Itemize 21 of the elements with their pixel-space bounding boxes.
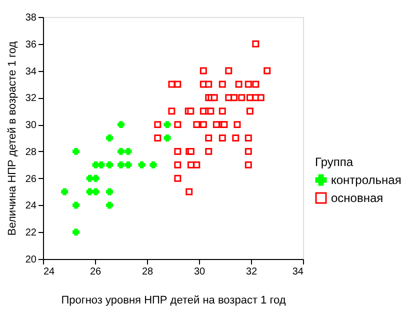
- x-tick-label: 32: [246, 266, 258, 278]
- y-tick-label: 30: [25, 120, 37, 132]
- legend-label: основная: [331, 191, 384, 205]
- x-axis-title: Прогноз уровня НПР детей на возраст 1 год: [61, 294, 286, 306]
- legend-label: контрольная: [331, 173, 402, 187]
- x-tick-label: 34: [292, 266, 304, 278]
- y-tick-label: 32: [25, 93, 37, 104]
- y-tick-label: 34: [25, 66, 37, 78]
- legend-title: Группа: [315, 155, 354, 169]
- y-tick-label: 22: [25, 228, 37, 239]
- y-tick-label: 38: [25, 12, 37, 24]
- x-tick-label: 30: [194, 266, 206, 278]
- y-axis-title: Величина НПР детей в возрасте 1 год: [6, 40, 18, 236]
- x-tick-label: 26: [90, 266, 102, 278]
- y-tick-label: 36: [25, 39, 37, 50]
- y-tick-label: 28: [25, 146, 37, 158]
- y-tick-label: 20: [25, 254, 37, 266]
- y-tick-label: 26: [25, 174, 37, 185]
- x-tick-label: 28: [142, 266, 154, 278]
- y-tick-label: 24: [25, 200, 37, 212]
- x-tick-label: 24: [44, 266, 56, 278]
